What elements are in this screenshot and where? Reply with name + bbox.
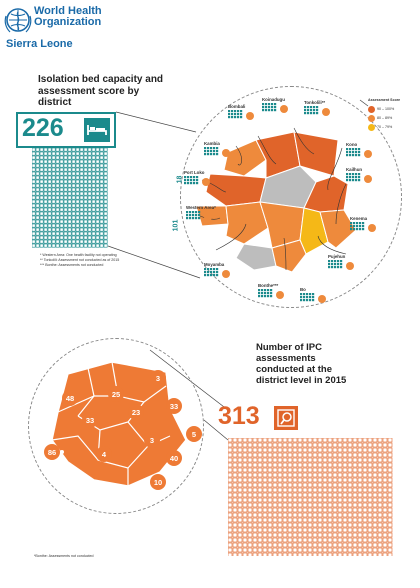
legend-swatch-high: [368, 106, 375, 113]
legend-label-high: 90 – 100%: [377, 107, 395, 111]
legend-swatch-mid: [368, 115, 375, 122]
country-name: Sierra Leone: [6, 38, 73, 50]
isolation-title: Isolation bed capacity and assessment sc…: [38, 74, 164, 108]
ipc-count-tonkolili: 23: [128, 404, 144, 420]
district-bonthe-shape: [235, 243, 277, 271]
ipc-count-bo: 40: [166, 450, 182, 466]
ipc-count-kenema: 3: [144, 432, 160, 448]
bed-unit-grid: [32, 148, 108, 248]
district-label-kambia: Kambia: [204, 141, 220, 146]
note-bonthe: *** Bonthe: Assessments not conducted: [40, 263, 104, 267]
axis-label-101: 101: [172, 219, 180, 232]
note-tonkolili: ** Tonkolili: Assessment not conducted a…: [40, 258, 120, 262]
bed-icon: [84, 118, 110, 142]
legend-item-mid: 80 – 89%: [368, 114, 400, 123]
ipc-count-pujehun: 10: [150, 474, 166, 490]
ipc-count-koinadugu: 3: [150, 370, 166, 386]
legend-item-high: 90 – 100%: [368, 105, 400, 114]
legend-label-mid: 80 – 89%: [377, 116, 393, 120]
magnifier-icon: [274, 406, 298, 430]
district-label-kono: Kono: [346, 142, 358, 147]
axis-label-18: 18: [176, 175, 184, 184]
district-label-portloko: Port Loko: [184, 170, 205, 175]
district-portloko-shape: [205, 173, 267, 207]
district-assessment-map: [196, 127, 357, 273]
ipc-count-kambia: 48: [62, 390, 78, 406]
district-map-circle: [180, 86, 402, 308]
district-kailahun-shape: [319, 209, 357, 249]
ipc-note: *Bonthe: Assessments not conducted: [34, 554, 94, 558]
district-label-bo: Bo: [300, 287, 306, 292]
legend-title: Assessment Score: [368, 98, 401, 102]
district-pujehun-shape: [271, 239, 307, 273]
who-emblem-icon: [4, 8, 32, 33]
ipc-count-kailahun: 5: [186, 426, 202, 442]
org-line-2: Organization: [34, 16, 102, 28]
district-label-tonkolili: Tonkolili**: [304, 100, 326, 105]
district-kambia-shape: [223, 139, 267, 177]
district-label-western: Western Area*: [186, 205, 216, 210]
ipc-district-map: [51, 361, 187, 487]
note-western: * Western Area: One health facility not …: [40, 253, 117, 257]
district-label-kailahun: Kailhun: [346, 167, 363, 172]
legend-label-low: 70 – 79%: [377, 125, 393, 129]
district-label-pujehun: Pujehun: [328, 254, 346, 259]
isolation-notes: * Western Area: One health facility not …: [40, 253, 220, 268]
assessment-legend: Assessment Score 90 – 100% 80 – 89% 70 –…: [368, 98, 400, 132]
bed-total: 226: [22, 114, 64, 142]
org-line-1: World Health: [34, 5, 102, 17]
district-kenema-shape: [299, 207, 329, 255]
ipc-count-western: 86: [44, 444, 60, 460]
ipc-title: Number of IPC assessments conducted at t…: [256, 342, 347, 386]
legend-item-low: 70 – 79%: [368, 123, 400, 132]
who-org-name: World Health Organization: [34, 6, 102, 28]
ipc-unit-grid: [228, 438, 393, 556]
ipc-map-circle: [28, 338, 204, 514]
district-label-koinadugu: Koinadugu: [262, 97, 285, 102]
district-label-kenema: Kenema: [350, 216, 368, 221]
district-label-moyamba: Moyamba: [204, 262, 225, 267]
legend-swatch-low: [368, 124, 375, 131]
ipc-count-bombali: 25: [108, 386, 124, 402]
ipc-count-kono: 33: [166, 398, 182, 414]
district-label-bombali: Bombali: [228, 104, 246, 109]
ipc-count-moyamba: 4: [96, 446, 112, 462]
ipc-count-portloko: 33: [82, 412, 98, 428]
district-label-bonthe: Bonthe***: [258, 283, 279, 288]
ipc-total: 313: [218, 402, 260, 430]
